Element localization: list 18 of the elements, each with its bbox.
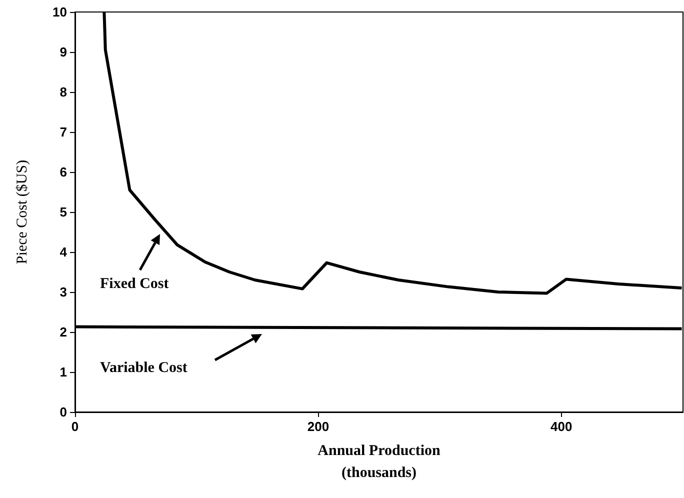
y-tick-label: 6 (60, 164, 67, 180)
x-axis-title: Annual Production (thousands) (318, 443, 441, 481)
y-tick-label: 2 (60, 324, 67, 340)
y-tick-label: 3 (60, 284, 67, 300)
annotation: Variable Cost (100, 360, 188, 376)
y-axis-title: Piece Cost ($US) (14, 160, 30, 264)
y-tick-label: 0 (60, 404, 67, 420)
x-tick-label: 400 (550, 419, 572, 434)
y-tick-label: 5 (60, 204, 67, 220)
x-tick-label: 0 (71, 419, 79, 434)
y-tick-label: 4 (60, 244, 68, 260)
y-tick-label: 9 (60, 44, 67, 60)
y-tick-label: 8 (60, 84, 67, 100)
annotation: Fixed Cost (100, 276, 169, 292)
y-tick-label: 1 (60, 364, 67, 380)
y-tick-label: 7 (60, 124, 67, 140)
y-tick-label: 10 (52, 4, 67, 20)
x-tick-label: 200 (307, 419, 330, 434)
